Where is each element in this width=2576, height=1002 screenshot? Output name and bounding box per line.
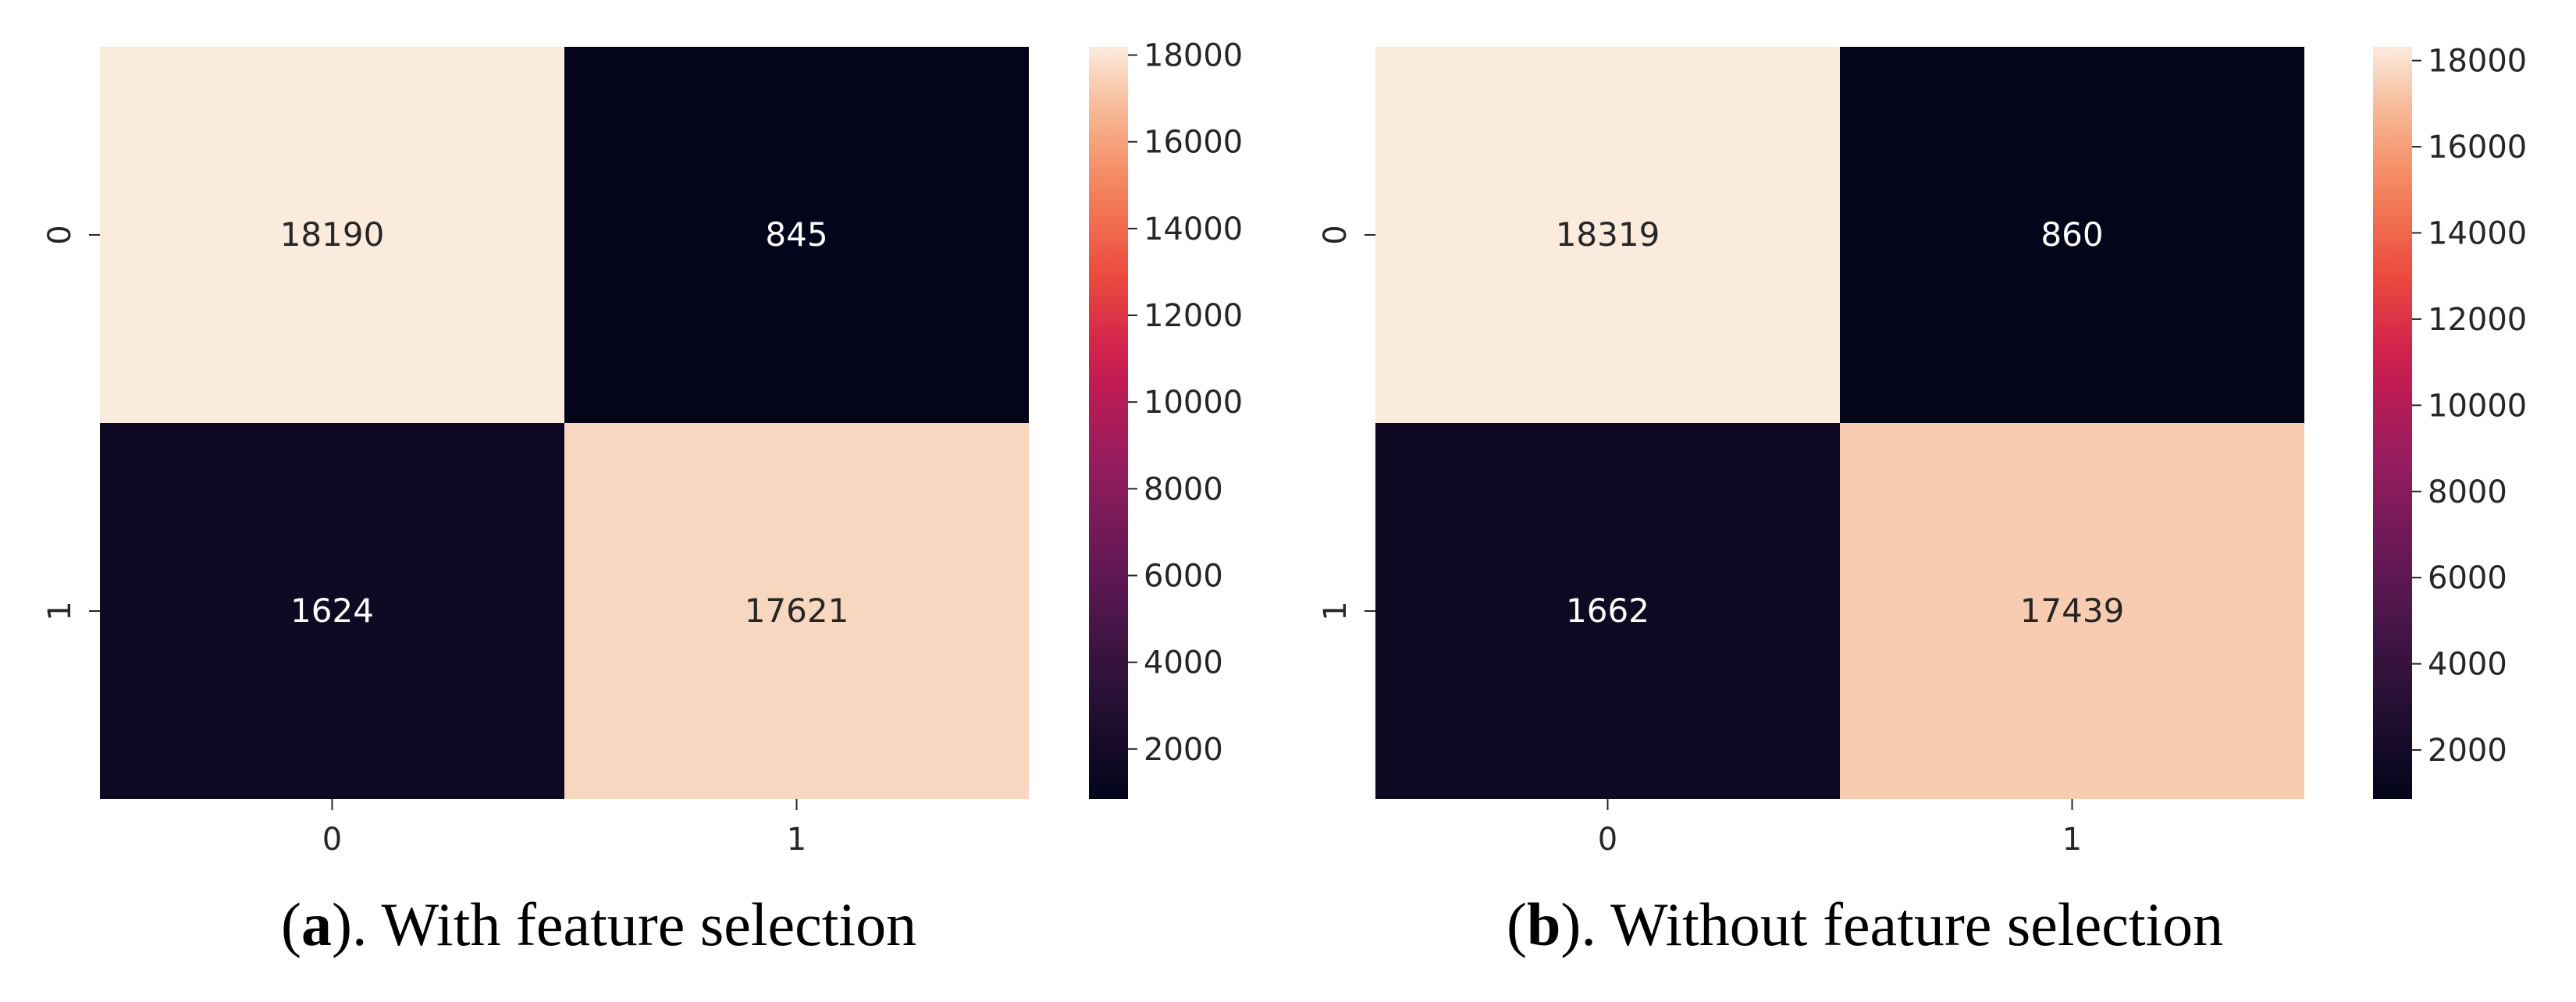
y-tick-label-0: 0 (42, 225, 78, 244)
cell-label-0-0: 18319 (1556, 215, 1660, 254)
heatmap-cell-0-1 (564, 47, 1029, 423)
colorbar-tick-label-0: 2000 (1144, 732, 1223, 768)
heatmap-cell-1-0 (100, 423, 564, 799)
colorbar-tick-label-1: 4000 (1144, 645, 1223, 681)
colorbar-tick-label-4: 10000 (2428, 388, 2527, 424)
caption-a: (a). With feature selection (281, 890, 917, 958)
cell-label-1-0: 1624 (290, 592, 374, 630)
colorbar-tick-label-7: 16000 (2428, 130, 2527, 165)
cell-label-1-1: 17621 (745, 592, 849, 630)
cell-label-0-1: 845 (765, 215, 827, 254)
colorbar-tick-label-2: 6000 (2428, 560, 2507, 596)
y-tick-label-1: 1 (42, 601, 78, 620)
colorbar-tick-label-6: 14000 (1144, 211, 1243, 247)
colorbar-tick-label-5: 12000 (2428, 302, 2527, 338)
x-tick-label-0: 0 (1598, 822, 1617, 858)
colorbar-0 (1089, 47, 1128, 799)
cell-label-1-1: 17439 (2020, 592, 2125, 630)
caption-b: (b). Without feature selection (1507, 890, 2224, 958)
y-tick-label-1: 1 (1318, 601, 1354, 620)
x-tick-label-1: 1 (787, 822, 806, 858)
caption-b-text: ). Without feature selection (1560, 890, 2224, 958)
caption-b-letter: b (1526, 890, 1561, 958)
caption-a-letter: a (301, 890, 332, 958)
colorbar-tick-label-6: 14000 (2428, 215, 2527, 251)
colorbar-tick-label-8: 18000 (1144, 38, 1243, 74)
colorbar-tick-label-7: 16000 (1144, 125, 1243, 161)
colorbar-tick-label-2: 6000 (1144, 558, 1223, 594)
colorbar-tick-label-5: 12000 (1144, 298, 1243, 334)
colorbar-tick-label-8: 18000 (2428, 44, 2527, 80)
y-tick-label-0: 0 (1318, 225, 1354, 244)
heatmap-cell-0-0 (1375, 47, 1840, 423)
heatmap-cell-1-0 (1375, 423, 1840, 799)
colorbar-tick-label-0: 2000 (2428, 733, 2507, 769)
x-tick-label-0: 0 (322, 822, 342, 858)
colorbar-tick-label-3: 8000 (2428, 474, 2507, 510)
colorbar-tick-label-4: 10000 (1144, 385, 1243, 421)
colorbar-tick-label-1: 4000 (2428, 647, 2507, 683)
cell-label-1-0: 1662 (1566, 592, 1649, 630)
cell-label-0-0: 18190 (280, 215, 385, 254)
cell-label-0-1: 860 (2041, 215, 2103, 254)
x-tick-label-1: 1 (2062, 822, 2082, 858)
heatmap-cell-1-1 (1840, 423, 2304, 799)
heatmap-cell-0-0 (100, 47, 564, 423)
caption-a-text: ). With feature selection (331, 890, 917, 958)
heatmap-cell-1-1 (564, 423, 1029, 799)
colorbar-1 (2373, 47, 2412, 799)
colorbar-tick-label-3: 8000 (1144, 471, 1223, 507)
heatmap-cell-0-1 (1840, 47, 2304, 423)
